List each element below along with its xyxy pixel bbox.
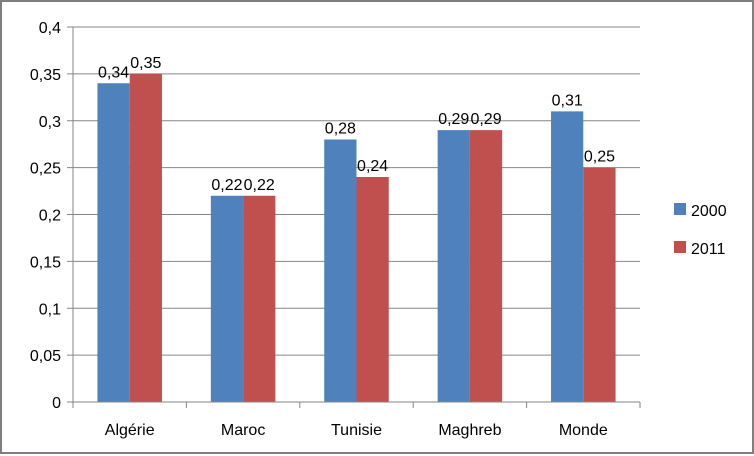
y-tick-label: 0,2 bbox=[39, 208, 61, 225]
y-tick-label: 0,4 bbox=[39, 20, 61, 37]
data-label: 0,28 bbox=[325, 121, 356, 138]
data-label: 0,29 bbox=[470, 111, 501, 128]
legend: 2000 2011 bbox=[674, 203, 727, 258]
data-label: 0,24 bbox=[357, 158, 388, 175]
bars bbox=[97, 73, 616, 402]
x-tick-label: Algérie bbox=[105, 422, 155, 439]
bar-2000-Maghreb bbox=[437, 130, 470, 402]
data-labels: 0,340,35 0,22 0,22 0,28 0,24 0,29 0,29 0,31 0,25 bbox=[98, 55, 615, 194]
bar-2011-Maroc bbox=[243, 195, 276, 402]
bar-2000-Tunisie bbox=[324, 139, 357, 402]
y-axis-tick-labels: 0 0,05 0,1 0,15 0,2 0,25 0,3 0,35 0,4 bbox=[30, 20, 61, 412]
data-label: 0,35 bbox=[130, 55, 161, 72]
bar-2000-Monde bbox=[551, 111, 584, 402]
bar-2000-Algérie bbox=[97, 83, 130, 402]
y-tick-label: 0 bbox=[52, 395, 61, 412]
legend-swatch bbox=[674, 241, 686, 253]
bar-2011-Algérie bbox=[129, 73, 162, 402]
legend-item-2000: 2000 bbox=[674, 203, 727, 220]
x-tick-label: Monde bbox=[559, 422, 608, 439]
x-tick-label: Tunisie bbox=[331, 422, 382, 439]
x-tick-label: Maroc bbox=[221, 422, 265, 439]
x-axis-tick-labels: Algérie Maroc Tunisie Maghreb Monde bbox=[105, 422, 608, 439]
y-tick-label: 0,05 bbox=[30, 348, 61, 365]
y-tick-label: 0,25 bbox=[30, 161, 61, 178]
x-tick-label: Maghreb bbox=[438, 422, 501, 439]
legend-swatch bbox=[674, 203, 686, 215]
data-label: 0,22 bbox=[211, 177, 242, 194]
legend-item-2011: 2011 bbox=[674, 241, 726, 258]
legend-label: 2000 bbox=[691, 203, 727, 220]
legend-label: 2011 bbox=[691, 241, 726, 258]
data-label: 0,31 bbox=[552, 92, 583, 109]
y-tick-label: 0,3 bbox=[39, 114, 61, 131]
axes bbox=[67, 26, 641, 408]
data-label: 0,34 bbox=[98, 64, 129, 81]
y-tick-label: 0,1 bbox=[39, 301, 61, 318]
data-label: 0,25 bbox=[584, 149, 615, 166]
y-tick-label: 0,15 bbox=[30, 254, 61, 271]
bar-2011-Maghreb bbox=[469, 130, 503, 402]
bar-2011-Tunisie bbox=[356, 177, 389, 402]
y-tick-label: 0,35 bbox=[30, 67, 61, 84]
data-label: 0,29 bbox=[438, 111, 469, 128]
data-label: 0,22 bbox=[244, 177, 275, 194]
bar-2000-Maroc bbox=[210, 195, 244, 402]
bar-2011-Monde bbox=[583, 167, 616, 402]
